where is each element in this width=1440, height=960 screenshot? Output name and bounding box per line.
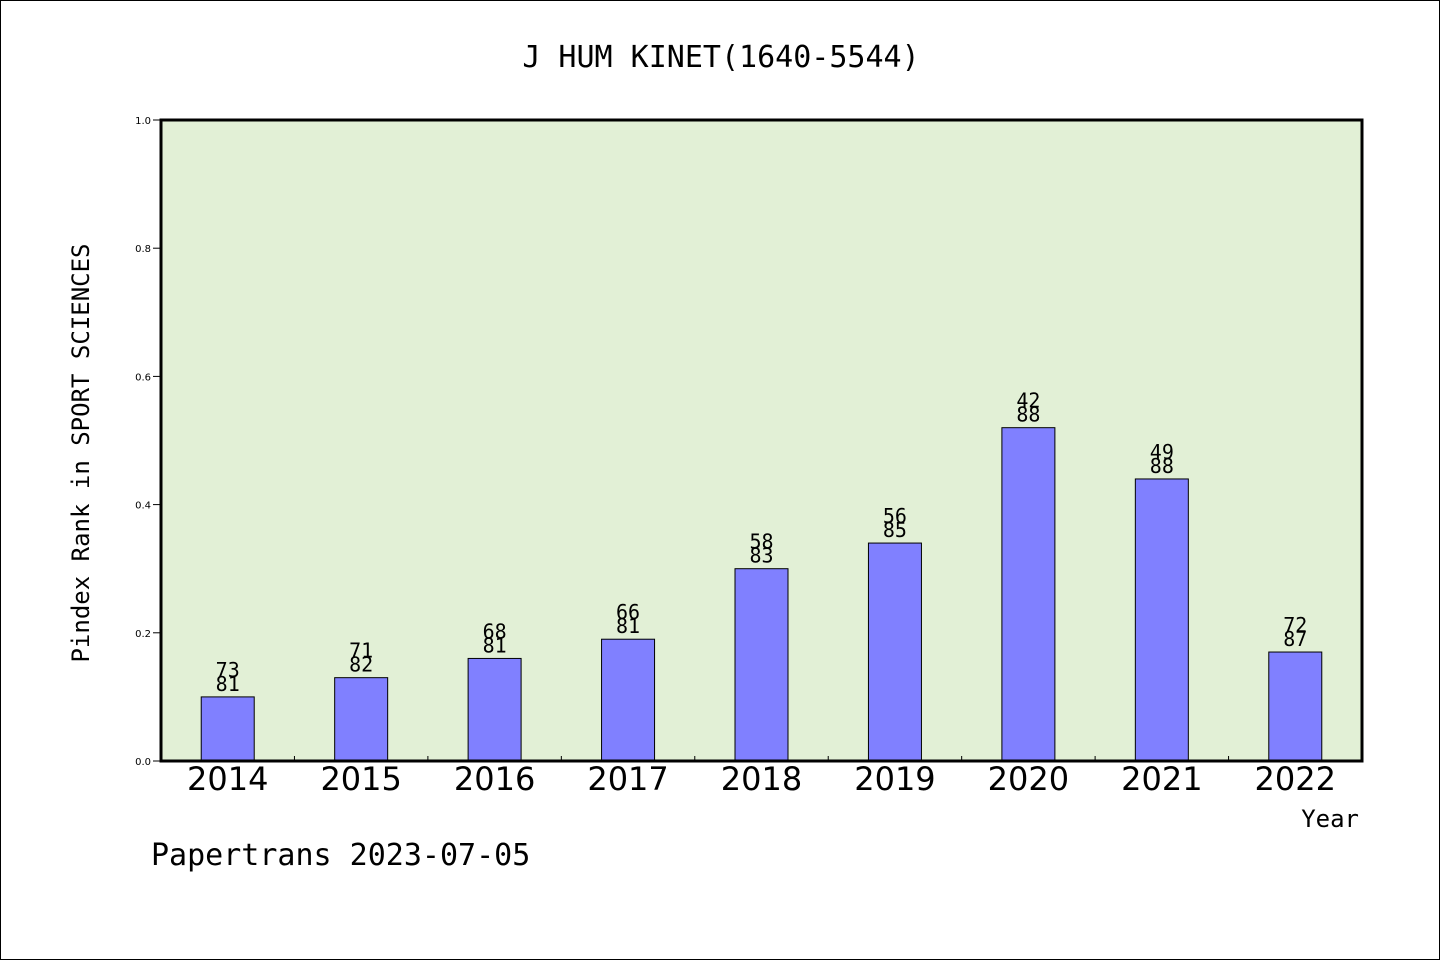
y-tick-label: 0.2 bbox=[135, 629, 151, 640]
bar-label-top: 56 bbox=[883, 504, 907, 528]
bar-label-top: 71 bbox=[349, 639, 373, 663]
x-tick-label: 2018 bbox=[721, 760, 802, 798]
bar-2019 bbox=[867, 542, 922, 762]
x-axis: 2014 2015 2016 2017 2018 2019 2020 2021 2022 bbox=[187, 756, 1336, 798]
bar-label-top: 68 bbox=[483, 619, 507, 643]
bar-label-bottom: 81 bbox=[216, 672, 240, 696]
bar-label-bottom: 88 bbox=[1016, 403, 1040, 427]
bar-label-bottom: 85 bbox=[883, 518, 907, 542]
x-tick-label: 2017 bbox=[587, 760, 668, 798]
plot-border bbox=[159, 118, 1364, 763]
y-tick-label: 0.0 bbox=[135, 757, 151, 768]
bar-2018 bbox=[734, 568, 789, 762]
x-tick-label: 2016 bbox=[454, 760, 535, 798]
x-tick-label: 2014 bbox=[187, 760, 268, 798]
x-tick-label: 2022 bbox=[1255, 760, 1336, 798]
bar-label-top: 42 bbox=[1016, 389, 1040, 413]
bar-2015 bbox=[334, 677, 389, 762]
bar-2020 bbox=[1001, 427, 1056, 762]
y-tick-label: 0.8 bbox=[135, 244, 151, 255]
x-tick-label: 2021 bbox=[1121, 760, 1202, 798]
bar-2016 bbox=[467, 657, 522, 762]
bar-label-bottom: 83 bbox=[749, 544, 773, 568]
bar-label-bottom: 82 bbox=[349, 653, 373, 677]
bar-label-top: 73 bbox=[216, 658, 240, 682]
chart-title: J HUM KINET(1640-5544) bbox=[522, 40, 919, 75]
y-axis: 0.0 0.2 0.4 0.6 0.8 1.0 bbox=[135, 116, 161, 768]
y-tick-label: 1.0 bbox=[135, 116, 151, 127]
bar-2022 bbox=[1268, 651, 1323, 762]
bar-2017 bbox=[601, 638, 656, 762]
bar-label-bottom: 87 bbox=[1283, 627, 1307, 651]
x-axis-label: Year bbox=[1301, 805, 1359, 833]
bar-label-top: 49 bbox=[1150, 440, 1174, 464]
y-axis-label: Pindex Rank in SPORT SCIENCES bbox=[67, 243, 95, 662]
x-tick-label: 2015 bbox=[320, 760, 401, 798]
bar-label-top: 58 bbox=[749, 530, 773, 554]
footer-watermark: Papertrans 2023-07-05 bbox=[151, 838, 530, 873]
bar-label-top: 72 bbox=[1283, 613, 1307, 637]
bar-label-bottom: 88 bbox=[1150, 454, 1174, 478]
bar-label-top: 66 bbox=[616, 600, 640, 624]
x-tick-label: 2020 bbox=[988, 760, 1069, 798]
bar-2021 bbox=[1134, 478, 1189, 762]
bar-label-bottom: 81 bbox=[616, 614, 640, 638]
bar-2014 bbox=[200, 696, 255, 762]
y-tick-label: 0.6 bbox=[135, 372, 151, 383]
x-tick-label: 2019 bbox=[854, 760, 935, 798]
y-tick-label: 0.4 bbox=[135, 501, 151, 512]
bar-label-bottom: 81 bbox=[483, 633, 507, 657]
